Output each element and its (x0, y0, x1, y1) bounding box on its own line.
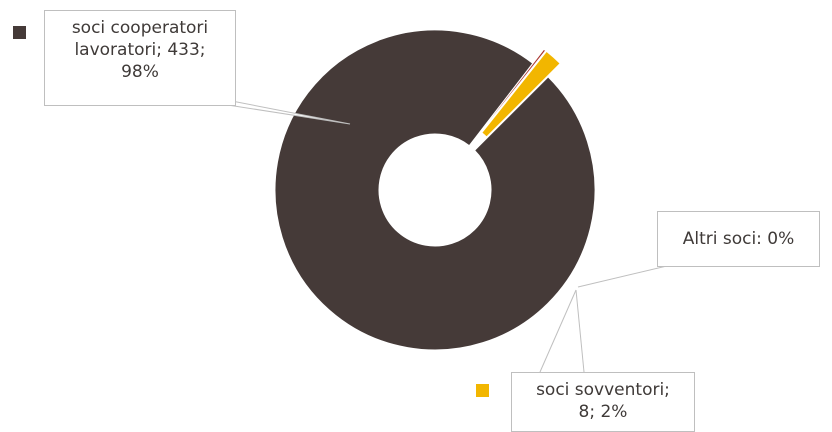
slice-soci-cooperatori-lavoratori (274, 29, 596, 351)
data-label-soci-sovventori: soci sovventori; 8; 2% (511, 372, 695, 432)
slice-soci-sovventori (481, 50, 561, 138)
data-label-altri-soci: Altri soci: 0% (657, 211, 820, 267)
data-label-soci-cooperatori-lavoratori: soci cooperatori lavoratori; 433; 98% (44, 10, 236, 106)
legend-marker-soci-cooperatori-lavoratori (13, 26, 26, 39)
leader-line-soci-sovventori-b (575, 289, 585, 373)
slice-altri-soci (479, 48, 547, 133)
legend-marker-soci-sovventori (476, 384, 489, 397)
leader-line-soci-sovventori-a (539, 289, 577, 373)
